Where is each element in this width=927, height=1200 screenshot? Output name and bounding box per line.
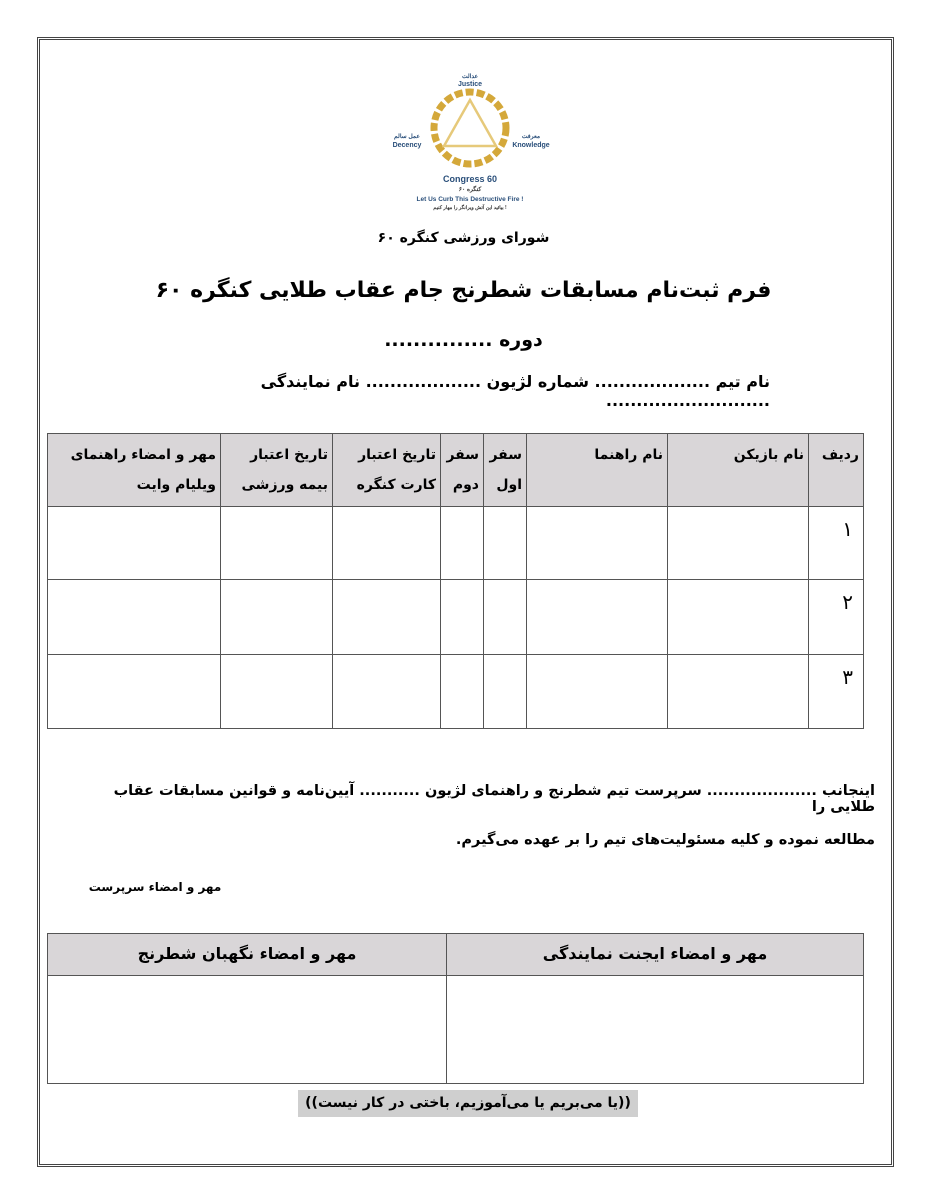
col-insurance-expiry: تاریخ اعتبار بیمه ورزشی	[220, 433, 333, 507]
team-info-line: نام تیم ................... شماره لژیون …	[260, 372, 770, 410]
cell[interactable]	[47, 579, 221, 655]
players-table: ردیف نام بازیکن نام راهنما سفر اول سفر د…	[47, 433, 864, 729]
cell[interactable]	[667, 579, 809, 655]
col-guide-name: نام راهنما	[526, 433, 668, 507]
table-row: ۲	[47, 579, 864, 655]
svg-text:معرفت: معرفت	[522, 134, 540, 140]
cell[interactable]	[332, 579, 441, 655]
svg-text:عمل سالم: عمل سالم	[394, 133, 420, 140]
col-player-name: نام بازیکن	[667, 433, 809, 507]
council-name: شورای ورزشی کنگره ۶۰	[377, 230, 550, 246]
table-row: ۳	[47, 654, 864, 729]
cell[interactable]	[47, 654, 221, 729]
declaration-line-1: اینجانب .................... سرپرست تیم …	[113, 783, 875, 815]
cell[interactable]	[332, 506, 441, 580]
row-number: ۱	[808, 506, 864, 580]
declaration-line-2: مطالعه نموده و کلیه مسئولیت‌های تیم را ب…	[455, 832, 875, 848]
supervisor-signature-label: مهر و امضاء سرپرست	[88, 880, 222, 894]
form-title: فرم ثبت‌نام مسابقات شطرنج جام عقاب طلایی…	[155, 278, 772, 303]
agent-signature-cell[interactable]	[446, 975, 864, 1084]
cell[interactable]	[667, 506, 809, 580]
col-first-journey: سفر اول	[483, 433, 527, 507]
table-row: ۱	[47, 506, 864, 580]
cell[interactable]	[332, 654, 441, 729]
signatures-table: مهر و امضاء ایجنت نمایندگی مهر و امضاء ن…	[47, 933, 864, 1084]
svg-text:Knowledge: Knowledge	[512, 142, 549, 149]
col-card-expiry: تاریخ اعتبار کارت کنگره	[332, 433, 441, 507]
cell[interactable]	[526, 506, 668, 580]
cell[interactable]	[47, 506, 221, 580]
cell[interactable]	[483, 654, 527, 729]
cell[interactable]	[440, 654, 484, 729]
cell[interactable]	[220, 506, 333, 580]
cell[interactable]	[220, 579, 333, 655]
svg-text:Justice: Justice	[458, 81, 482, 88]
table-header-row: ردیف نام بازیکن نام راهنما سفر اول سفر د…	[47, 433, 864, 507]
col-guide-signature: مهر و امضاء راهنمای ویلیام وایت	[47, 433, 221, 507]
guardian-signature-header: مهر و امضاء نگهبان شطرنج	[47, 933, 447, 976]
congress-60-logo: عدالت Justice عمل سالم Decency معرفت Kno…	[393, 73, 550, 211]
row-number: ۲	[808, 579, 864, 655]
svg-text:Decency: Decency	[393, 142, 422, 149]
guardian-signature-cell[interactable]	[47, 975, 447, 1084]
svg-text:عدالت: عدالت	[462, 73, 479, 80]
cell[interactable]	[526, 654, 668, 729]
cell[interactable]	[220, 654, 333, 729]
svg-text:Let Us Curb This Destructive F: Let Us Curb This Destructive Fire !	[417, 196, 524, 203]
agent-signature-header: مهر و امضاء ایجنت نمایندگی	[446, 933, 864, 976]
period-field: دوره ...............	[384, 329, 543, 351]
cell[interactable]	[483, 506, 527, 580]
svg-text:کنگره ۶۰: کنگره ۶۰	[459, 185, 482, 193]
cell[interactable]	[483, 579, 527, 655]
col-second-journey: سفر دوم	[440, 433, 484, 507]
motto: ((یا می‌بریم یا می‌آموزیم، باختی در کار …	[298, 1090, 638, 1117]
cell[interactable]	[440, 579, 484, 655]
cell[interactable]	[440, 506, 484, 580]
page-border	[37, 37, 894, 1167]
row-number: ۳	[808, 654, 864, 729]
cell[interactable]	[526, 579, 668, 655]
svg-text:بیائید این آتش ویرانگر را مهار: بیائید این آتش ویرانگر را مهار کنیم !	[433, 204, 507, 211]
col-row-number: ردیف	[808, 433, 864, 507]
svg-text:Congress 60: Congress 60	[443, 174, 497, 184]
cell[interactable]	[667, 654, 809, 729]
